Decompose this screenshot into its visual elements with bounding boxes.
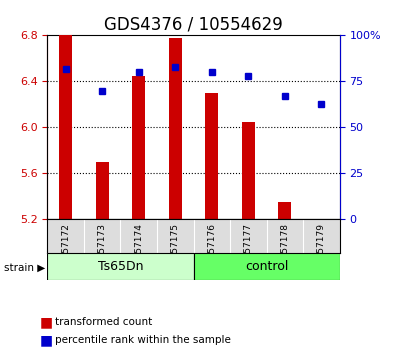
Bar (278, 202, 291, 219)
Text: GSM957174: GSM957174 (134, 223, 143, 278)
Bar (47, 253, 194, 280)
Bar (132, 76, 145, 219)
Bar (205, 93, 218, 219)
Text: strain ▶: strain ▶ (4, 262, 45, 272)
Bar (169, 38, 182, 219)
Title: GDS4376 / 10554629: GDS4376 / 10554629 (104, 16, 283, 34)
Text: GSM957176: GSM957176 (207, 223, 216, 278)
Text: Ts65Dn: Ts65Dn (98, 260, 143, 273)
Text: percentile rank within the sample: percentile rank within the sample (55, 335, 231, 345)
Bar (242, 122, 255, 219)
Text: control: control (245, 260, 288, 273)
Text: GSM957177: GSM957177 (244, 223, 253, 278)
Bar (96, 162, 109, 219)
Bar (59, 35, 72, 219)
Text: GSM957175: GSM957175 (171, 223, 180, 278)
Text: GSM957178: GSM957178 (280, 223, 290, 278)
Text: GSM957172: GSM957172 (61, 223, 70, 278)
Text: GSM957173: GSM957173 (98, 223, 107, 278)
Text: transformed count: transformed count (55, 317, 152, 327)
Text: ■: ■ (40, 315, 53, 329)
Text: ■: ■ (40, 333, 53, 347)
Text: GSM957179: GSM957179 (317, 223, 326, 278)
Bar (194, 253, 340, 280)
